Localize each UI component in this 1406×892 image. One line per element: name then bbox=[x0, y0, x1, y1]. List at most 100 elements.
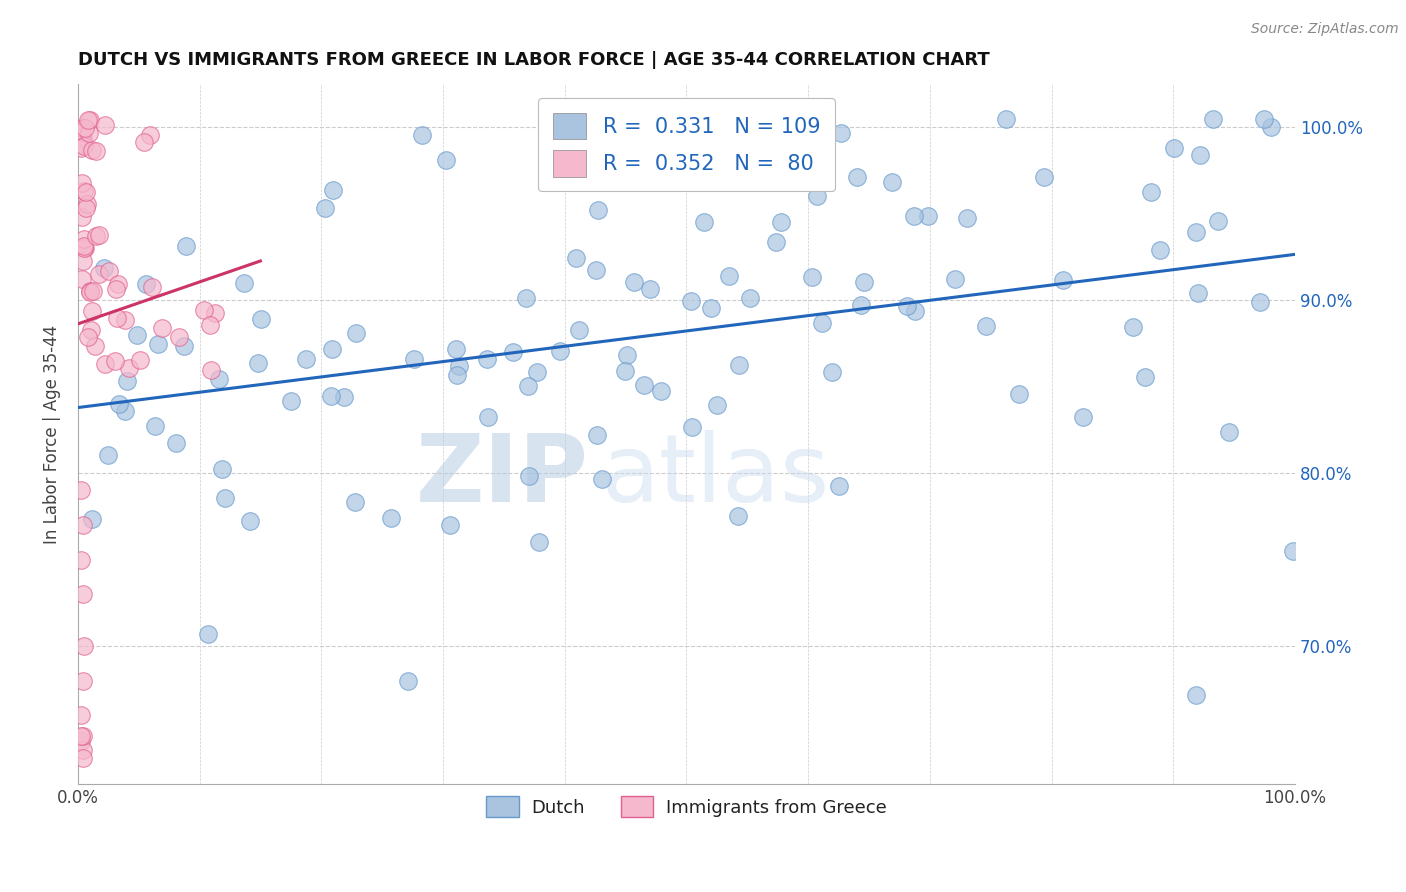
Point bbox=[70, 483, 93, 498]
Point bbox=[995, 112, 1018, 126]
Point bbox=[444, 342, 467, 356]
Point bbox=[344, 326, 367, 340]
Point bbox=[1184, 688, 1206, 702]
Point bbox=[1202, 112, 1225, 126]
Point bbox=[79, 285, 101, 299]
Point bbox=[846, 169, 869, 184]
Point bbox=[211, 462, 233, 476]
Point bbox=[585, 262, 607, 277]
Point bbox=[84, 145, 107, 159]
Point bbox=[134, 135, 156, 149]
Point bbox=[249, 312, 271, 326]
Point bbox=[73, 639, 96, 653]
Point bbox=[527, 535, 550, 549]
Point bbox=[591, 472, 613, 486]
Point bbox=[94, 357, 117, 371]
Point bbox=[97, 448, 120, 462]
Point bbox=[700, 301, 723, 315]
Text: ZIP: ZIP bbox=[416, 430, 589, 523]
Point bbox=[70, 176, 93, 190]
Point bbox=[139, 128, 162, 142]
Point bbox=[439, 518, 461, 533]
Point bbox=[70, 129, 93, 144]
Point bbox=[141, 280, 163, 294]
Point bbox=[72, 587, 94, 601]
Point bbox=[104, 354, 127, 368]
Point bbox=[280, 394, 302, 409]
Point bbox=[681, 293, 703, 308]
Point bbox=[849, 298, 872, 312]
Point bbox=[89, 227, 111, 242]
Point bbox=[73, 241, 96, 255]
Point bbox=[173, 339, 195, 353]
Point bbox=[1135, 369, 1157, 384]
Point bbox=[314, 201, 336, 215]
Point bbox=[1218, 425, 1240, 440]
Point bbox=[853, 275, 876, 289]
Point bbox=[943, 272, 966, 286]
Point bbox=[72, 241, 94, 255]
Point bbox=[150, 321, 173, 335]
Point bbox=[738, 291, 761, 305]
Point bbox=[72, 231, 94, 245]
Point bbox=[70, 121, 93, 136]
Point bbox=[107, 397, 129, 411]
Point bbox=[396, 673, 419, 688]
Point bbox=[105, 310, 128, 325]
Point bbox=[77, 112, 100, 127]
Point bbox=[526, 365, 548, 379]
Point bbox=[693, 215, 716, 229]
Text: DUTCH VS IMMIGRANTS FROM GREECE IN LABOR FORCE | AGE 35-44 CORRELATION CHART: DUTCH VS IMMIGRANTS FROM GREECE IN LABOR… bbox=[77, 51, 990, 69]
Point bbox=[515, 291, 537, 305]
Point bbox=[434, 153, 457, 168]
Point bbox=[1163, 141, 1185, 155]
Point bbox=[75, 185, 97, 199]
Point bbox=[586, 202, 609, 217]
Point bbox=[322, 182, 344, 196]
Y-axis label: In Labor Force | Age 35-44: In Labor Force | Age 35-44 bbox=[44, 325, 60, 544]
Point bbox=[1008, 387, 1031, 401]
Point bbox=[332, 390, 354, 404]
Point bbox=[974, 319, 997, 334]
Point bbox=[82, 144, 104, 158]
Point bbox=[107, 277, 129, 291]
Point bbox=[70, 272, 93, 286]
Point bbox=[1140, 185, 1163, 199]
Point bbox=[232, 276, 254, 290]
Point bbox=[165, 435, 187, 450]
Point bbox=[70, 125, 93, 139]
Point bbox=[75, 201, 97, 215]
Point bbox=[246, 356, 269, 370]
Point bbox=[73, 238, 96, 252]
Point bbox=[402, 351, 425, 366]
Point bbox=[197, 627, 219, 641]
Point bbox=[70, 708, 93, 723]
Point bbox=[343, 495, 366, 509]
Point bbox=[717, 269, 740, 284]
Point bbox=[565, 252, 588, 266]
Point bbox=[477, 410, 499, 425]
Point bbox=[903, 209, 925, 223]
Point bbox=[70, 141, 93, 155]
Point bbox=[1185, 225, 1208, 239]
Point bbox=[193, 302, 215, 317]
Point bbox=[72, 729, 94, 743]
Point bbox=[633, 377, 655, 392]
Point bbox=[321, 343, 343, 357]
Point bbox=[77, 330, 100, 344]
Point bbox=[1071, 409, 1094, 424]
Point bbox=[73, 121, 96, 136]
Point bbox=[380, 511, 402, 525]
Point bbox=[830, 126, 852, 140]
Point bbox=[1033, 170, 1056, 185]
Point bbox=[820, 365, 842, 379]
Text: Source: ZipAtlas.com: Source: ZipAtlas.com bbox=[1251, 22, 1399, 37]
Point bbox=[80, 512, 103, 526]
Point bbox=[1249, 295, 1271, 310]
Point bbox=[72, 130, 94, 145]
Point bbox=[208, 372, 231, 386]
Point bbox=[82, 284, 104, 298]
Point bbox=[446, 368, 468, 382]
Point bbox=[502, 345, 524, 359]
Point bbox=[114, 312, 136, 326]
